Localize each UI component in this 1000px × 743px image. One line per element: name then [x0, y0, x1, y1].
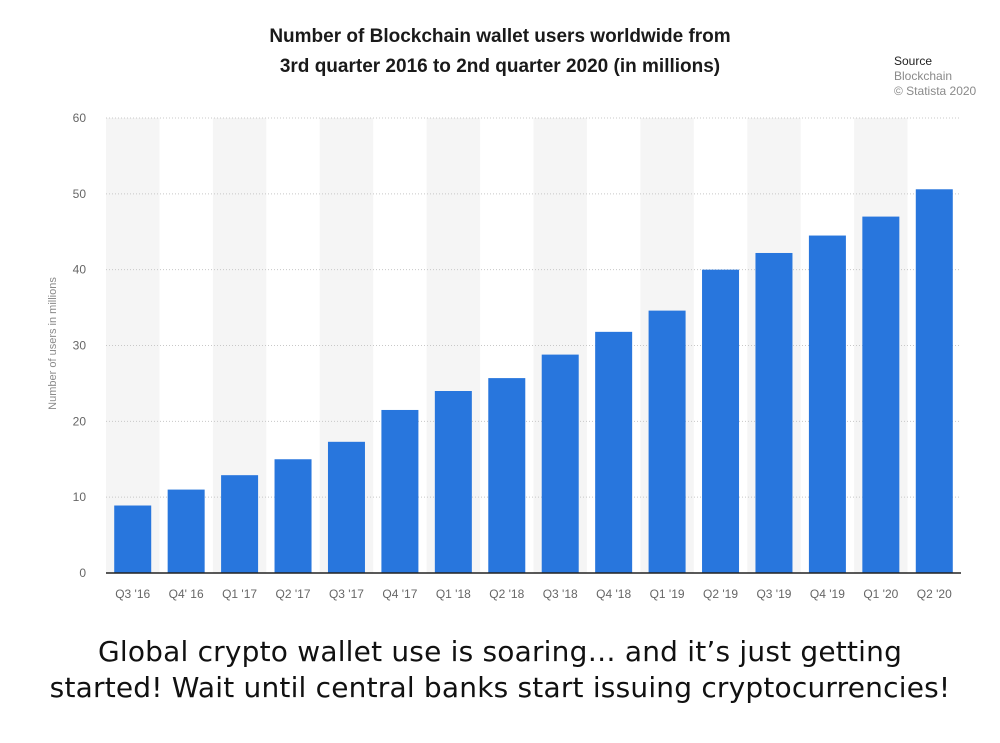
bar [755, 252, 793, 573]
x-tick-label: Q1 '20 [863, 587, 898, 601]
x-tick-label: Q2 '19 [703, 587, 738, 601]
bar [327, 441, 365, 573]
bar [434, 391, 472, 573]
x-tick-label: Q3 '16 [115, 587, 150, 601]
bar [808, 235, 846, 573]
bar [541, 354, 579, 573]
y-tick-label: 40 [73, 263, 87, 277]
y-axis-label: Number of users in millions [47, 277, 59, 410]
bar [274, 459, 312, 573]
bar [862, 216, 900, 574]
source-name: Blockchain [894, 69, 953, 83]
bar [114, 505, 152, 573]
caption-line-2: started! Wait until central banks start … [49, 671, 951, 704]
x-tick-label: Q2 '18 [489, 587, 524, 601]
source-heading: Source [894, 54, 933, 68]
x-tick-label: Q2 '17 [276, 587, 311, 601]
y-tick-label: 10 [73, 490, 87, 504]
x-tick-label: Q1 '19 [650, 587, 685, 601]
y-tick-label: 30 [73, 339, 87, 353]
chart-title-line-2: 3rd quarter 2016 to 2nd quarter 2020 (in… [279, 56, 721, 77]
bar [167, 489, 205, 573]
x-tick-label: Q3 '19 [756, 587, 791, 601]
x-tick-label: Q4 '19 [810, 587, 845, 601]
bar [595, 331, 633, 573]
y-tick-label: 60 [73, 111, 87, 125]
bar [648, 310, 686, 573]
source-block: Source Blockchain © Statista 2020 [894, 54, 976, 99]
bar [381, 409, 419, 573]
y-tick-label: 20 [73, 414, 87, 428]
caption: Global crypto wallet use is soaring… and… [0, 634, 1000, 706]
bar-chart: 0 10 20 30 40 50 60 Number of users in millions… [47, 111, 961, 601]
bar [702, 269, 740, 573]
caption-line-1: Global crypto wallet use is soaring… and… [97, 635, 903, 668]
chart-title-line-1: Number of Blockchain wallet users worldw… [269, 26, 731, 47]
y-tick-label: 0 [79, 566, 86, 580]
x-tick-label: Q4' 16 [169, 587, 204, 601]
x-tick-label: Q4 '17 [382, 587, 417, 601]
x-tick-label: Q3 '18 [543, 587, 578, 601]
background-band [106, 118, 160, 573]
source-copyright: © Statista 2020 [894, 84, 977, 98]
bar [221, 475, 259, 573]
y-tick-label: 50 [73, 187, 87, 201]
x-tick-label: Q1 '17 [222, 587, 257, 601]
bar [488, 378, 526, 573]
chart-title: Number of Blockchain wallet users worldw… [0, 22, 1000, 82]
bar [915, 189, 953, 574]
x-tick-label: Q3 '17 [329, 587, 364, 601]
x-tick-label: Q2 '20 [917, 587, 952, 601]
x-tick-label: Q4 '18 [596, 587, 631, 601]
x-tick-label: Q1 '18 [436, 587, 471, 601]
